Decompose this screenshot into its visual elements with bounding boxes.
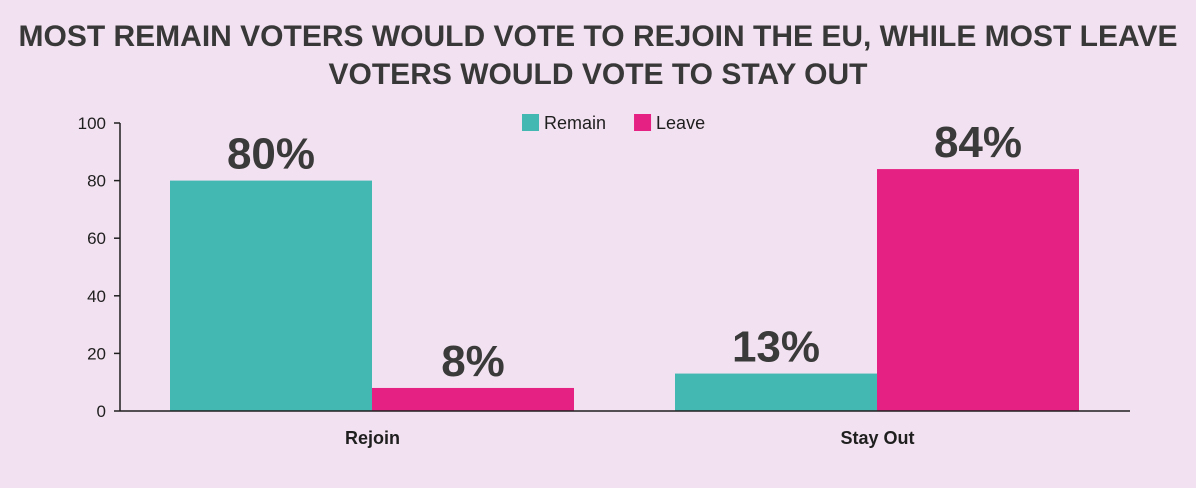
y-tick-label-0: 0 — [97, 402, 106, 421]
y-tick-label-100: 100 — [78, 114, 106, 133]
y-tick-label-60: 60 — [87, 229, 106, 248]
category-label-rejoin: Rejoin — [345, 428, 400, 448]
category-label-stay-out: Stay Out — [840, 428, 914, 448]
chart-title-line-1: MOST REMAIN VOTERS WOULD VOTE TO REJOIN … — [19, 20, 1178, 53]
plot-area: 80% 8% Rejoin 13% 84% Stay Out 0 20 40 60 80 100 Rem… — [78, 113, 1130, 448]
data-label-remain-stay-out: 13% — [732, 323, 820, 372]
legend-label-remain: Remain — [544, 113, 606, 133]
y-tick-label-40: 40 — [87, 287, 106, 306]
legend-swatch-leave — [634, 114, 652, 131]
legend-label-leave: Leave — [656, 113, 705, 133]
chart-title-line-2: VOTERS WOULD VOTE TO STAY OUT — [329, 58, 868, 91]
data-label-leave-rejoin: 8% — [441, 337, 505, 386]
bar-leave-rejoin — [372, 387, 574, 411]
y-tick-label-80: 80 — [87, 172, 106, 191]
y-tick-label-20: 20 — [87, 344, 106, 363]
data-label-leave-stay-out: 84% — [934, 118, 1022, 167]
legend-swatch-remain — [522, 114, 539, 131]
bar-remain-rejoin — [170, 180, 372, 411]
bar-leave-stay-out — [877, 169, 1079, 411]
data-label-remain-rejoin: 80% — [227, 130, 315, 179]
bar-remain-stay-out — [675, 373, 877, 411]
